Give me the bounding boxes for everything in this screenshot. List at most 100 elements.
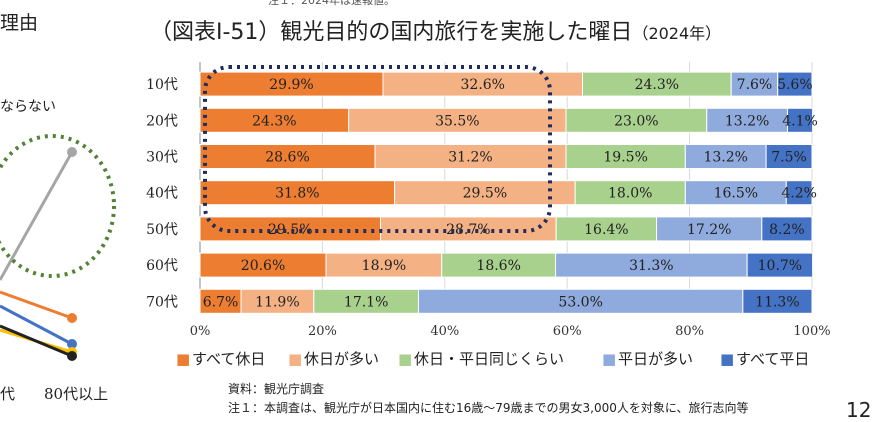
left-panel-title: 理由 (0, 12, 39, 34)
data-label-3-4: 4.2% (781, 186, 817, 202)
legend-marker-3: ■ (602, 350, 616, 368)
legend-label-2: 休日・平日同じくらい (414, 350, 564, 368)
x-tick-label-2: 40% (430, 324, 459, 339)
bar-6-4 (742, 288, 813, 314)
x-tick-label-0: 0% (190, 324, 211, 339)
data-label-1-1: 35.5% (435, 113, 479, 129)
data-label-0-0: 29.9% (269, 77, 313, 93)
left-blue-line (0, 304, 73, 346)
data-label-2-0: 28.6% (265, 150, 309, 166)
data-label-2-3: 13.2% (703, 150, 747, 166)
bar-0-3 (730, 71, 779, 97)
legend-marker-4: ■ (720, 350, 734, 368)
footnote-1: 注１：本調査は、観光庁が日本国内に住む16歳～79歳までの男女3,000人を対象… (228, 401, 749, 415)
left-panel-caption: ならない (0, 99, 56, 115)
data-label-2-4: 7.5% (771, 150, 807, 166)
source-note: 資料：観光庁調査 (228, 382, 325, 396)
left-dotted-highlight (0, 134, 116, 278)
bar-2-3 (684, 144, 767, 169)
data-label-0-4: 5.6% (777, 77, 813, 93)
bar-4-2 (555, 216, 658, 242)
bar-0-0 (199, 71, 384, 97)
left-gray-point (67, 147, 77, 157)
data-label-0-3: 7.6% (737, 77, 773, 93)
left-line-chart-fragment (0, 134, 116, 361)
bar-5-3 (555, 252, 748, 278)
data-label-4-2: 16.4% (584, 222, 628, 238)
bar-5-4 (746, 252, 814, 278)
data-label-3-1: 29.5% (463, 186, 507, 202)
x-tick-label-5: 100% (793, 324, 830, 339)
y-tick-label-2: 30代 (146, 150, 178, 166)
bar-0-2 (582, 71, 732, 97)
data-label-5-4: 10.7% (758, 258, 802, 274)
bar-0-1 (382, 71, 583, 97)
left-x-label-0: 代 (0, 385, 16, 403)
legend-marker-0: ■ (176, 350, 190, 368)
x-tick-label-1: 20% (308, 324, 337, 339)
left-x-label-1: 80代以上 (44, 385, 109, 403)
bar-6-1 (240, 288, 315, 314)
left-orange-point (67, 313, 77, 323)
y-tick-label-6: 70代 (146, 294, 178, 310)
data-label-5-1: 18.9% (362, 258, 406, 274)
bar-3-3 (684, 180, 787, 206)
left-blue-point (67, 339, 77, 349)
x-tick-label-4: 80% (675, 324, 704, 339)
data-label-4-0: 29.5% (268, 222, 312, 238)
y-tick-label-0: 10代 (146, 77, 178, 93)
bar-2-2 (565, 144, 686, 169)
left-orange-line (0, 290, 73, 320)
legend-label-3: 平日が多い (618, 350, 693, 368)
data-label-0-1: 32.6% (461, 77, 505, 93)
x-tick-label-3: 60% (553, 324, 582, 339)
data-label-6-1: 11.9% (255, 294, 299, 310)
chart-title-main: （図表Ⅰ-51）観光目的の国内旅行を実施した曜日 (150, 20, 633, 45)
legend-label-0: すべて休日 (192, 350, 265, 368)
bar-0-4 (777, 71, 813, 97)
y-tick-label-3: 40代 (146, 186, 178, 202)
top-note: 注１：2024年は速報値。 (268, 0, 395, 7)
bar-3-1 (394, 180, 576, 206)
chart-title: （図表Ⅰ-51）観光目的の国内旅行を実施した曜日（2024年） (150, 14, 721, 46)
data-label-1-3: 13.2% (725, 113, 769, 129)
bar-1-1 (348, 107, 567, 133)
bar-6-2 (313, 288, 419, 314)
data-label-6-4: 11.3% (755, 294, 799, 310)
page-number: 12 (846, 398, 872, 422)
data-label-6-3: 53.0% (558, 294, 602, 310)
bar-6-0 (199, 288, 242, 314)
bar-3-0 (199, 180, 396, 206)
bar-6-3 (417, 288, 744, 314)
bar-4-4 (761, 216, 813, 242)
left-black-point (67, 351, 77, 361)
data-label-0-2: 24.3% (635, 77, 679, 93)
legend-label-1: 休日が多い (304, 350, 379, 368)
bar-5-1 (325, 252, 443, 278)
data-label-4-3: 17.2% (687, 222, 731, 238)
data-label-2-1: 31.2% (448, 150, 492, 166)
data-label-3-2: 18.0% (608, 186, 652, 202)
legend-label-4: すべて平日 (736, 350, 809, 368)
left-gray-line (0, 151, 74, 281)
bar-1-2 (565, 107, 708, 133)
data-label-4-4: 8.2% (769, 222, 805, 238)
y-tick-label-5: 60代 (146, 258, 178, 274)
data-label-1-2: 23.0% (614, 113, 658, 129)
data-label-5-3: 31.3% (629, 258, 673, 274)
bar-1-4 (787, 107, 814, 133)
data-label-2-2: 19.5% (603, 150, 647, 166)
chart-title-year: （2024年） (632, 24, 722, 43)
data-label-3-3: 16.5% (714, 186, 758, 202)
data-label-1-0: 24.3% (252, 113, 296, 129)
legend-marker-2: ■ (398, 350, 412, 368)
data-label-1-4: 4.1% (782, 113, 818, 129)
data-label-6-2: 17.1% (344, 294, 388, 310)
legend-marker-1: ■ (288, 350, 302, 368)
bar-1-3 (706, 107, 789, 133)
data-label-5-0: 20.6% (241, 258, 285, 274)
bar-3-4 (785, 180, 813, 206)
y-tick-label-4: 50代 (146, 222, 178, 238)
